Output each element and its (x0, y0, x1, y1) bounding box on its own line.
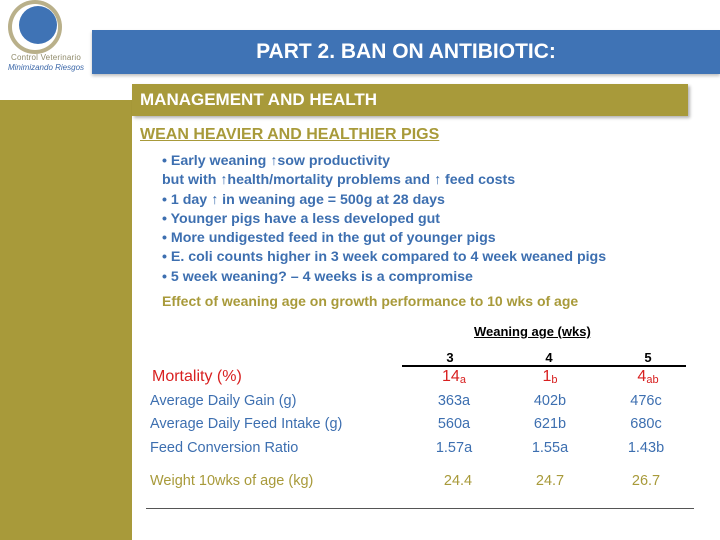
bullet-item: • 5 week weaning? – 4 weeks is a comprom… (162, 268, 473, 285)
weight-value-3: 24.4 (443, 473, 473, 489)
adg-label: Average Daily Gain (g) (150, 393, 297, 409)
adg-value-4: 402b (533, 393, 567, 409)
bullet-list: • Early weaning ↑sow productivity but wi… (162, 152, 712, 287)
mortality-label: Mortality (%) (152, 368, 242, 385)
bullet-item: • 1 day ↑ in weaning age = 500g at 28 da… (162, 191, 445, 208)
adfi-value-3: 560a (437, 416, 471, 432)
subheading: WEAN HEAVIER AND HEALTHIER PIGS (140, 126, 440, 143)
adfi-label: Average Daily Feed Intake (g) (150, 416, 343, 432)
logo-text-line1: Control Veterinario (10, 53, 82, 62)
bullet-item: • Early weaning ↑sow productivity (162, 153, 391, 169)
fcr-value-3: 1.57a (435, 440, 473, 456)
weight-value-4: 24.7 (535, 473, 565, 489)
adfi-value-4: 621b (533, 416, 567, 432)
logo-text-line2: Minimizando Riesgos (7, 63, 85, 72)
column-header-4: 4 (545, 350, 553, 365)
mortality-value-5: 4ab (637, 368, 659, 386)
column-header-5: 5 (644, 350, 652, 365)
weight-label: Weight 10wks of age (kg) (150, 473, 314, 489)
table-caption: Effect of weaning age on growth performa… (162, 293, 579, 309)
header-divider (402, 365, 686, 367)
mortality-value-3: 14a (442, 368, 466, 386)
weight-value-5: 26.7 (631, 473, 661, 489)
table-bottom-divider (146, 508, 694, 509)
logo-emblem (8, 0, 62, 54)
mortality-value-4: 1b (542, 368, 558, 386)
adg-value-3: 363a (437, 393, 471, 409)
bullet-item: • Younger pigs have a less developed gut (162, 210, 441, 227)
fcr-value-5: 1.43b (627, 440, 665, 456)
adg-value-5: 476c (630, 393, 662, 409)
left-accent-bar (0, 100, 132, 540)
bullet-item: • E. coli counts higher in 3 week compar… (162, 249, 607, 266)
fcr-label: Feed Conversion Ratio (150, 440, 299, 456)
column-header-3: 3 (446, 350, 454, 365)
bullet-item: but with ↑health/mortality problems and … (162, 172, 516, 189)
fcr-value-4: 1.55a (531, 440, 569, 456)
logo: Control Veterinario Minimizando Riesgos (0, 0, 88, 100)
adfi-value-5: 680c (630, 416, 662, 432)
weaning-age-header: Weaning age (wks) (474, 324, 591, 339)
bullet-item: • More undigested feed in the gut of you… (162, 230, 496, 247)
section-header-label: MANAGEMENT AND HEALTH (140, 90, 378, 109)
slide-title: PART 2. BAN ON ANTIBIOTIC: (92, 30, 720, 74)
section-header: MANAGEMENT AND HEALTH (132, 84, 688, 116)
